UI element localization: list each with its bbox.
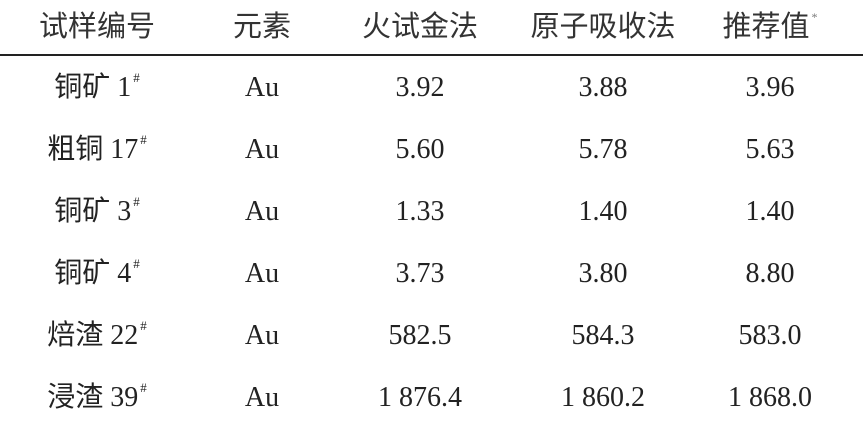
sample-id: 浸渣 39 #: [47, 373, 147, 423]
fire-assay-value: 582.5: [388, 320, 452, 351]
table-row: 焙渣 22 # Au 582.5 584.3 583.0: [0, 311, 863, 361]
aas-value: 5.78: [578, 134, 628, 165]
sample-id: 铜矿 3 #: [54, 187, 140, 237]
aas-value: 3.88: [578, 72, 628, 103]
sample-name: 粗铜 17: [47, 134, 139, 165]
element: Au: [244, 196, 280, 227]
sample-mark: #: [140, 380, 147, 395]
header-element: 元素: [232, 11, 292, 43]
sample-mark: #: [133, 70, 140, 85]
header-recommended: 推荐值 *: [722, 2, 817, 52]
sample-id: 铜矿 4 #: [54, 249, 140, 299]
fire-assay-value: 1.33: [395, 196, 445, 227]
sample-name: 铜矿 4: [54, 258, 132, 289]
fire-assay-value: 3.73: [395, 258, 445, 289]
header-aas: 原子吸收法: [530, 11, 676, 43]
aas-value: 1 860.2: [561, 382, 645, 413]
sample-mark: #: [133, 256, 140, 271]
element: Au: [244, 258, 280, 289]
recommended-value: 8.80: [745, 258, 795, 289]
element: Au: [244, 320, 280, 351]
sample-name: 浸渣 39: [47, 382, 139, 413]
sample-mark: #: [140, 318, 147, 333]
aas-value: 3.80: [578, 258, 628, 289]
recommended-value: 3.96: [745, 72, 795, 103]
aas-value: 584.3: [571, 320, 635, 351]
sample-id: 铜矿 1 #: [54, 63, 140, 113]
recommended-value: 1 868.0: [728, 382, 812, 413]
sample-id: 粗铜 17 #: [47, 125, 147, 175]
fire-assay-value: 5.60: [395, 134, 445, 165]
sample-name: 焙渣 22: [47, 320, 139, 351]
recommended-value: 583.0: [738, 320, 802, 351]
fire-assay-value: 1 876.4: [378, 382, 462, 413]
sample-id: 焙渣 22 #: [47, 311, 147, 361]
sample-name: 铜矿 3: [54, 196, 132, 227]
element: Au: [244, 134, 280, 165]
recommended-value: 1.40: [745, 196, 795, 227]
sample-name: 铜矿 1: [54, 72, 132, 103]
element: Au: [244, 72, 280, 103]
table-row: 铜矿 4 # Au 3.73 3.80 8.80: [0, 249, 863, 299]
table-header: 试样编号 元素 火试金法 原子吸收法 推荐值 *: [0, 2, 863, 52]
table-row: 铜矿 1 # Au 3.92 3.88 3.96: [0, 63, 863, 113]
fire-assay-value: 3.92: [395, 72, 445, 103]
footnote-mark: *: [811, 10, 818, 24]
sample-mark: #: [140, 132, 147, 147]
header-sample-id: 试样编号: [38, 11, 156, 43]
recommended-value: 5.63: [745, 134, 795, 165]
header-fire-assay: 火试金法: [361, 11, 479, 43]
sample-mark: #: [133, 194, 140, 209]
aas-value: 1.40: [578, 196, 628, 227]
table-row: 浸渣 39 # Au 1 876.4 1 860.2 1 868.0: [0, 373, 863, 423]
table-row: 粗铜 17 # Au 5.60 5.78 5.63: [0, 125, 863, 175]
table-row: 铜矿 3 # Au 1.33 1.40 1.40: [0, 187, 863, 237]
element: Au: [244, 382, 280, 413]
header-rule: [0, 54, 863, 56]
header-recommended-label: 推荐值: [722, 11, 810, 43]
